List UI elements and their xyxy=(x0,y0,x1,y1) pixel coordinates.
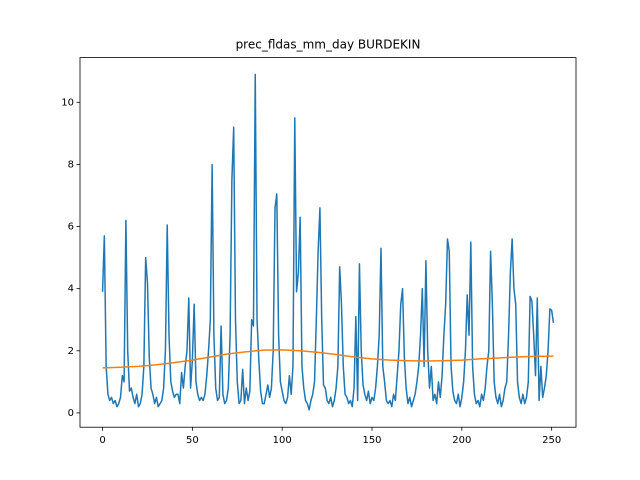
y-tick-label: 4 xyxy=(68,284,74,295)
x-tick-label: 0 xyxy=(99,435,105,446)
x-tick-label: 100 xyxy=(273,435,292,446)
plot-frame xyxy=(79,57,577,428)
y-tick-label: 2 xyxy=(68,346,74,357)
x-tick-label: 50 xyxy=(186,435,199,446)
x-tick-label: 250 xyxy=(542,435,561,446)
x-tick-label: 200 xyxy=(452,435,471,446)
y-tick-label: 10 xyxy=(61,97,74,108)
chart-title: prec_fldas_mm_day BURDEKIN xyxy=(236,38,421,52)
y-tick-label: 8 xyxy=(68,159,74,170)
data-line xyxy=(102,349,554,369)
x-tick-label: 150 xyxy=(362,435,381,446)
y-tick-label: 0 xyxy=(68,408,74,419)
y-tick-label: 6 xyxy=(68,222,74,233)
data-line xyxy=(101,73,555,411)
